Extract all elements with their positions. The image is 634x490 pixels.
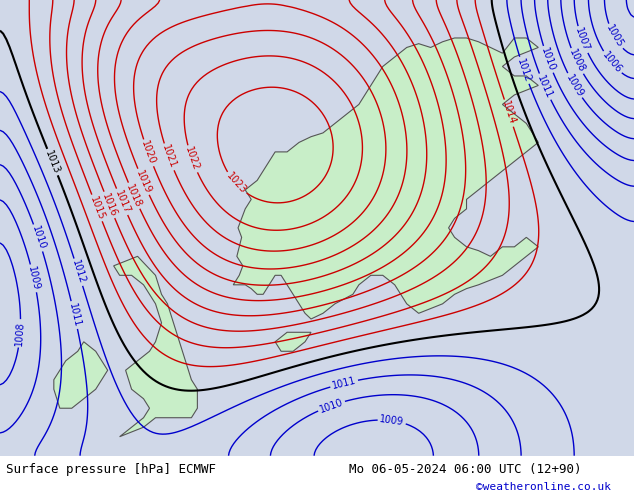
Text: 1011: 1011 [67, 302, 82, 328]
Text: 1020: 1020 [139, 140, 157, 166]
Text: 1009: 1009 [26, 265, 41, 292]
Text: 1010: 1010 [30, 225, 47, 251]
Text: 1011: 1011 [535, 74, 554, 100]
Text: ©weatheronline.co.uk: ©weatheronline.co.uk [476, 482, 611, 490]
Text: 1009: 1009 [379, 414, 404, 427]
Text: 1014: 1014 [500, 100, 517, 126]
Text: 1022: 1022 [183, 146, 201, 172]
Text: 1009: 1009 [564, 73, 585, 98]
Text: 1017: 1017 [113, 189, 131, 215]
Polygon shape [113, 256, 197, 437]
Text: 1018: 1018 [124, 182, 143, 209]
Polygon shape [233, 38, 538, 319]
Text: 1011: 1011 [331, 375, 357, 391]
Text: 1005: 1005 [604, 24, 625, 50]
Text: 1007: 1007 [573, 26, 592, 53]
Text: Surface pressure [hPa] ECMWF: Surface pressure [hPa] ECMWF [6, 463, 216, 476]
Text: 1012: 1012 [515, 57, 533, 84]
Text: 1008: 1008 [567, 48, 586, 74]
Text: 1019: 1019 [134, 169, 153, 195]
Polygon shape [275, 332, 311, 351]
Text: 1008: 1008 [14, 321, 26, 346]
Text: 1006: 1006 [600, 50, 623, 75]
Text: 1013: 1013 [43, 149, 61, 175]
Text: 1021: 1021 [160, 144, 178, 171]
Text: 1010: 1010 [539, 46, 557, 73]
Text: 1012: 1012 [70, 259, 87, 286]
Text: 1015: 1015 [88, 195, 106, 221]
Text: 1016: 1016 [100, 192, 119, 218]
Text: 1010: 1010 [318, 397, 344, 415]
Text: Mo 06-05-2024 06:00 UTC (12+90): Mo 06-05-2024 06:00 UTC (12+90) [349, 463, 581, 476]
Polygon shape [54, 342, 108, 408]
Text: 1023: 1023 [224, 171, 248, 196]
